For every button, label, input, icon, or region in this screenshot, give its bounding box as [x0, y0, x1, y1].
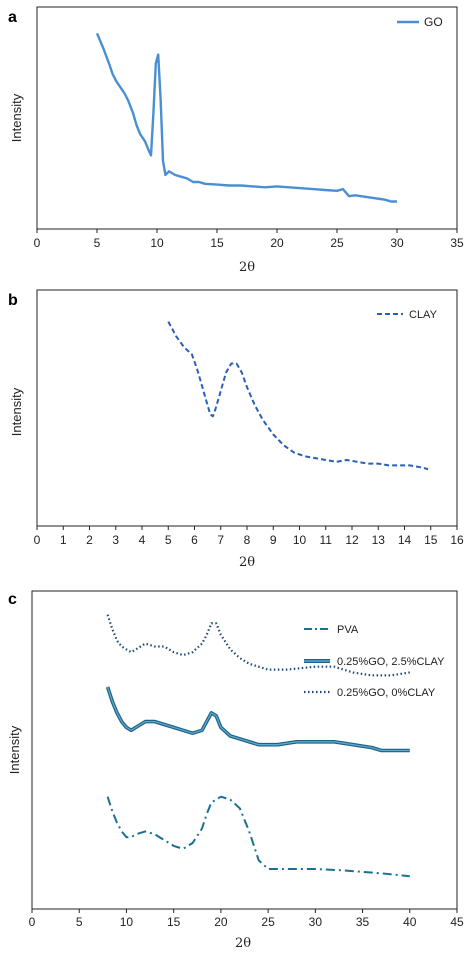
legend-pva-label: PVA [337, 624, 359, 636]
panel-c-plot [105, 614, 410, 878]
xtick-label: 1 [60, 533, 67, 547]
legend-clay-label: CLAY [409, 309, 438, 321]
xtick-label: 13 [372, 533, 386, 547]
xtick-label: 0 [34, 236, 41, 250]
xtick-label: 15 [167, 915, 181, 929]
xtick-label: 30 [390, 236, 404, 250]
panel-a-xlabel: 2θ [239, 260, 255, 275]
xtick-label: 4 [139, 533, 146, 547]
panel-a-xticks: 0 5 10 15 20 25 30 35 [34, 229, 464, 250]
panel-b-plot [167, 321, 429, 471]
xtick-label: 25 [330, 236, 344, 250]
xtick-label: 25 [261, 915, 275, 929]
xtick-label: 5 [165, 533, 172, 547]
xtick-label: 40 [403, 915, 417, 929]
xtick-label: 14 [398, 533, 412, 547]
xtick-label: 12 [345, 533, 359, 547]
xtick-label: 10 [150, 236, 164, 250]
xtick-label: 3 [112, 533, 119, 547]
xtick-label: 30 [309, 915, 323, 929]
legend-go-clay-label: 0.25%GO, 2.5%CLAY [337, 656, 445, 668]
xtick-label: 20 [270, 236, 284, 250]
xtick-label: 10 [293, 533, 307, 547]
xtick-label: 0 [34, 533, 41, 547]
panel-a: a Intensity 2θ 0 5 10 15 20 25 30 35 GO [8, 6, 464, 275]
panel-c: c Intensity 2θ 0 5 10 15 20 25 30 35 40 45 PVA 0.… [7, 590, 464, 951]
series-0-25-go-2-5-clay-line-inner [106, 686, 410, 752]
xtick-label: 45 [450, 915, 464, 929]
xtick-label: 0 [29, 915, 36, 929]
panel-b-legend: CLAY [377, 309, 438, 321]
panel-a-legend: GO [397, 15, 443, 29]
legend-go-label: GO [424, 15, 443, 29]
panel-b: b Intensity 2θ 0 1 2 3 4 5 6 7 8 9 10 11 12 13 14 15 16 … [8, 289, 464, 570]
panel-c-xticks: 0 5 10 15 20 25 30 35 40 45 [29, 909, 464, 929]
series-clay-line [167, 321, 429, 471]
xtick-label: 11 [320, 533, 333, 547]
legend-go-noclay-label: 0.25%GO, 0%CLAY [337, 687, 436, 699]
xtick-label: 15 [210, 236, 224, 250]
panel-c-ylabel: Intensity [7, 725, 22, 774]
xtick-label: 16 [450, 533, 464, 547]
xtick-label: 2 [86, 533, 93, 547]
panel-a-frame [36, 6, 458, 230]
xtick-label: 15 [424, 533, 438, 547]
panel-c-legend: PVA 0.25%GO, 2.5%CLAY 0.25%GO, 0%CLAY [304, 624, 445, 699]
xtick-label: 9 [270, 533, 277, 547]
panel-b-label: b [8, 292, 18, 309]
series-go-line [95, 32, 397, 203]
xtick-label: 35 [450, 236, 464, 250]
panel-b-frame [36, 289, 458, 527]
xtick-label: 10 [120, 915, 134, 929]
panel-a-plot [95, 32, 397, 203]
panel-a-label: a [8, 9, 17, 26]
panel-b-xticks: 0 1 2 3 4 5 6 7 8 9 10 11 12 13 14 15 16 [34, 526, 464, 547]
panel-b-xlabel: 2θ [239, 555, 255, 570]
xtick-label: 8 [244, 533, 251, 547]
panel-c-xlabel: 2θ [235, 936, 251, 951]
series-pva-line [106, 795, 410, 878]
xtick-label: 20 [214, 915, 228, 929]
panel-a-ylabel: Intensity [9, 93, 24, 142]
xtick-label: 5 [76, 915, 83, 929]
xtick-label: 5 [94, 236, 101, 250]
xtick-label: 35 [356, 915, 370, 929]
xtick-label: 6 [191, 533, 198, 547]
series-0-25-go-0-clay-line [106, 614, 410, 677]
panel-b-ylabel: Intensity [9, 387, 24, 436]
xtick-label: 7 [217, 533, 224, 547]
panel-c-frame [31, 590, 458, 910]
panel-c-label: c [8, 591, 17, 608]
